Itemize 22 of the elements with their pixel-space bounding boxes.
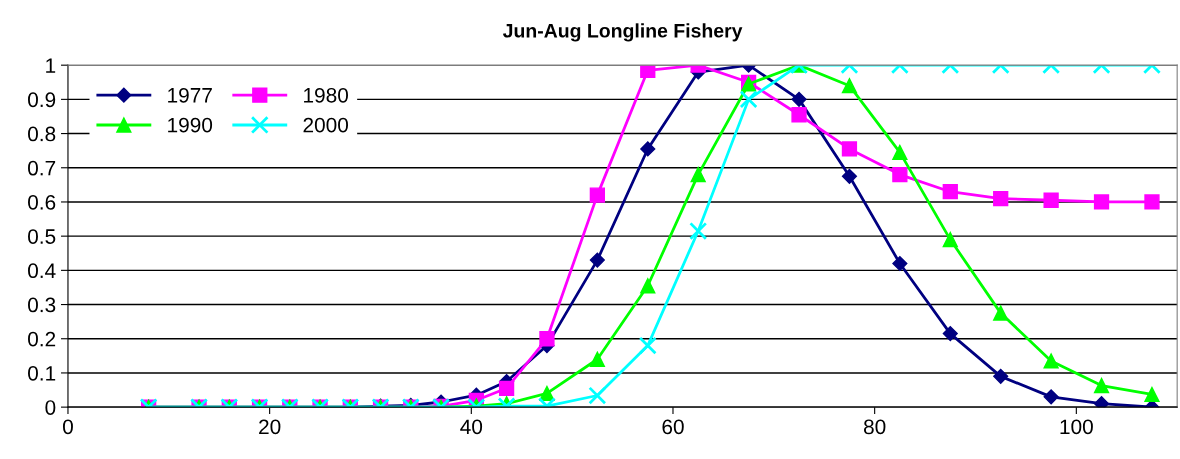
legend-label: 1980: [304, 87, 349, 103]
y-tick-label: 0.6: [28, 194, 56, 210]
y-tick-label: 0.7: [28, 160, 56, 176]
legend-label: 1977: [168, 87, 212, 103]
y-tick-label: 0: [45, 400, 56, 415]
chart-title: Jun-Aug Longline Fishery: [502, 23, 743, 42]
y-tick-label: 0.1: [28, 365, 56, 381]
y-tick-label: 1: [46, 58, 56, 73]
x-tick-label: 20: [259, 419, 281, 435]
x-tick-label: 100: [1060, 419, 1093, 435]
y-tick-label: 0.9: [28, 92, 56, 108]
x-tick-label: 60: [662, 419, 684, 435]
x-tick-label: 0: [62, 419, 73, 435]
y-tick-label: 0.5: [28, 229, 56, 244]
y-tick-label: 0.3: [28, 297, 56, 313]
y-tick-label: 0.8: [28, 126, 56, 142]
legend-label: 2000: [303, 117, 349, 133]
x-tick-label: 40: [460, 419, 483, 435]
x-tick-label: 80: [863, 419, 886, 435]
y-tick-label: 0.2: [28, 331, 56, 347]
legend-label: 1990: [168, 117, 213, 133]
y-tick-label: 0.4: [28, 263, 56, 279]
